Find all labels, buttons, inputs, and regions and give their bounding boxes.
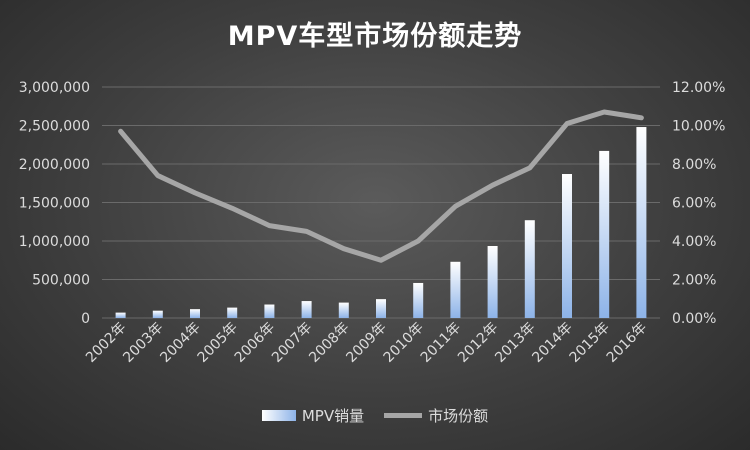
- bar: [115, 312, 126, 318]
- bar: [338, 302, 349, 318]
- bar: [227, 307, 238, 318]
- bar: [562, 174, 572, 318]
- share-line: [118, 109, 644, 263]
- bar: [301, 301, 312, 318]
- legend-item-share: 市场份额: [384, 405, 488, 426]
- legend-item-sales: MPV销量: [261, 405, 365, 426]
- chart-title: MPV车型市场份额走势: [227, 21, 523, 52]
- y-left-tick-label: 1,000,000: [19, 234, 90, 250]
- x-tick-label: 2004年: [157, 320, 203, 366]
- x-tick-label: 2014年: [529, 320, 575, 366]
- legend-line-swatch: [384, 413, 423, 418]
- legend-label-sales: MPV销量: [301, 407, 365, 425]
- bar: [264, 304, 275, 318]
- y-left-tick-label: 2,000,000: [19, 157, 90, 173]
- bar: [599, 150, 610, 318]
- x-tick-label: 2013年: [492, 320, 538, 366]
- y-right-tick-label: 2.00%: [672, 273, 716, 289]
- legend-label-share: 市场份额: [428, 407, 489, 425]
- y-left-tick-label: 0: [81, 311, 90, 327]
- x-tick-label: 2006年: [232, 320, 278, 366]
- bar: [524, 220, 535, 318]
- x-tick-label: 2016年: [604, 320, 650, 366]
- legend-bar-swatch: [261, 410, 296, 421]
- x-tick-label: 2010年: [381, 320, 427, 366]
- y-right-tick-label: 0.00%: [672, 311, 716, 327]
- x-tick-label: 2012年: [455, 320, 501, 366]
- x-tick-label: 2007年: [269, 320, 315, 366]
- y-left-tick-label: 1,500,000: [19, 196, 90, 212]
- bar: [636, 127, 647, 318]
- x-tick-label: 2009年: [343, 320, 389, 366]
- bar: [152, 310, 163, 318]
- y-left-tick-label: 3,000,000: [19, 80, 90, 96]
- y-right-tick-label: 8.00%: [672, 157, 716, 173]
- x-tick-label: 2005年: [195, 320, 241, 366]
- bar: [487, 246, 498, 318]
- bar: [190, 309, 200, 318]
- bar: [413, 282, 424, 318]
- bar: [376, 299, 386, 318]
- bar: [450, 261, 461, 318]
- y-left-tick-label: 2,500,000: [19, 119, 90, 135]
- x-tick-label: 2003年: [120, 320, 166, 366]
- y-right-tick-label: 12.00%: [672, 80, 725, 96]
- y-right-tick-label: 6.00%: [672, 196, 716, 212]
- x-tick-label: 2015年: [567, 320, 613, 366]
- y-right-tick-label: 10.00%: [672, 119, 725, 135]
- y-right-tick-label: 4.00%: [672, 234, 716, 250]
- x-tick-label: 2008年: [306, 320, 352, 366]
- y-left-tick-label: 500,000: [32, 273, 90, 289]
- x-tick-label: 2011年: [418, 320, 464, 366]
- legend: MPV销量 市场份额: [0, 405, 750, 426]
